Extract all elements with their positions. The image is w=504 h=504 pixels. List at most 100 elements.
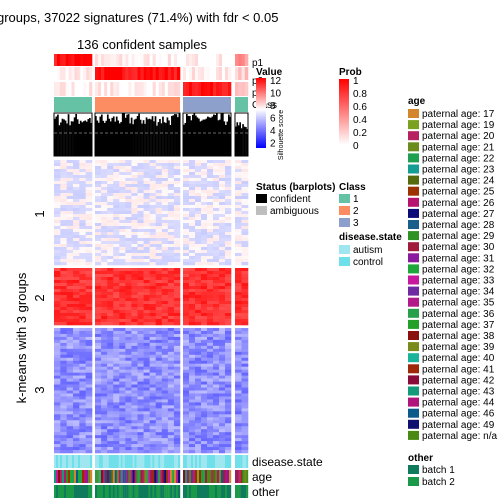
heatmap-cell xyxy=(79,405,86,408)
heatmap-cell xyxy=(201,328,207,331)
heatmap-cell xyxy=(86,286,93,289)
heatmap-cell xyxy=(150,184,156,187)
heatmap-cell xyxy=(162,232,168,235)
silhouette-bar xyxy=(218,120,220,156)
heatmap-cell xyxy=(156,382,162,385)
heatmap-cell xyxy=(213,238,219,241)
heatmap-cell xyxy=(189,163,195,166)
heatmap-body xyxy=(54,160,248,453)
silhouette-bar xyxy=(138,114,140,156)
other-cell xyxy=(68,485,70,498)
heatmap-cell xyxy=(119,241,125,244)
silhouette-bar xyxy=(239,122,241,156)
heatmap-cell xyxy=(54,271,61,274)
heatmap-cell xyxy=(138,450,144,453)
age-cell xyxy=(191,470,193,483)
prob-track-cell xyxy=(219,67,222,80)
silhouette-bar xyxy=(201,121,203,156)
heatmap-cell xyxy=(156,358,162,361)
heatmap-cell xyxy=(144,310,150,313)
heatmap-cell xyxy=(131,414,137,417)
heatmap-cell xyxy=(201,286,207,289)
heatmap-cell xyxy=(101,367,107,370)
heatmap-cell xyxy=(235,205,242,208)
heatmap-cell xyxy=(213,214,219,217)
heatmap-cell xyxy=(144,268,150,271)
heatmap-cell xyxy=(125,391,131,394)
heatmap-cell xyxy=(101,391,107,394)
heatmap-cell xyxy=(101,337,107,340)
prob-track-cell xyxy=(238,67,242,80)
prob-track-cell xyxy=(119,54,122,66)
heatmap-cell xyxy=(189,426,195,429)
heatmap-cell xyxy=(86,208,93,211)
heatmap-cell xyxy=(119,244,125,247)
heatmap-cell xyxy=(138,358,144,361)
heatmap-cell xyxy=(67,289,74,292)
age-legend-item-swatch xyxy=(408,176,419,185)
heatmap-cell xyxy=(95,408,101,411)
heatmap-cell xyxy=(113,408,119,411)
heatmap-cell xyxy=(54,262,61,265)
heatmap-cell xyxy=(86,340,93,343)
heatmap-cell xyxy=(101,399,107,402)
heatmap-cell xyxy=(125,367,131,370)
status-legend-item-swatch xyxy=(256,194,267,203)
heatmap-cell xyxy=(101,277,107,280)
heatmap-cell xyxy=(174,405,180,408)
heatmap-cell xyxy=(201,307,207,310)
heatmap-cell xyxy=(131,199,137,202)
prob-track-cell xyxy=(98,54,101,66)
heatmap-cell xyxy=(225,211,231,214)
heatmap-cell xyxy=(174,382,180,385)
heatmap-cell xyxy=(207,238,213,241)
silhouette-bar xyxy=(116,117,118,156)
age-legend-item-swatch xyxy=(408,120,419,129)
heatmap-cell xyxy=(189,292,195,295)
heatmap-cell xyxy=(101,217,107,220)
other-legend-title: other xyxy=(408,453,433,464)
prob-track-cell xyxy=(113,82,116,96)
prob-track-cell xyxy=(159,67,162,80)
heatmap-cell xyxy=(235,319,242,322)
silhouette-bar xyxy=(68,114,70,156)
row-group-label: 2 xyxy=(32,294,47,301)
silhouette-bar xyxy=(212,117,214,156)
heatmap-cell xyxy=(150,178,156,181)
heatmap-cell xyxy=(67,379,74,382)
heatmap-cell xyxy=(113,214,119,217)
heatmap-cell xyxy=(54,364,61,367)
heatmap-cell xyxy=(144,385,150,388)
heatmap-cell xyxy=(195,190,201,193)
heatmap-cell xyxy=(201,340,207,343)
heatmap-cell xyxy=(189,298,195,301)
heatmap-cell xyxy=(119,349,125,352)
heatmap-cell xyxy=(225,226,231,229)
heatmap-cell xyxy=(107,187,113,190)
heatmap-cell xyxy=(107,358,113,361)
heatmap-cell xyxy=(219,196,225,199)
heatmap-cell xyxy=(189,217,195,220)
heatmap-cell xyxy=(113,352,119,355)
heatmap-cell xyxy=(125,304,131,307)
heatmap-cell xyxy=(174,163,180,166)
heatmap-cell xyxy=(144,349,150,352)
heatmap-cell xyxy=(60,256,67,259)
heatmap-cell xyxy=(101,307,107,310)
prob-track-cell xyxy=(168,82,171,96)
prob-track-cell xyxy=(80,82,83,96)
disease-state-cell xyxy=(107,455,109,468)
heatmap-cell xyxy=(86,328,93,331)
heatmap-cell xyxy=(125,420,131,423)
heatmap-cell xyxy=(235,334,242,337)
heatmap-cell xyxy=(107,286,113,289)
heatmap-cell xyxy=(144,280,150,283)
silhouette-bar xyxy=(156,126,158,156)
prob-track-cell xyxy=(165,54,168,66)
prob-track-cell xyxy=(131,82,134,96)
heatmap-cell xyxy=(101,316,107,319)
heatmap-cell xyxy=(189,283,195,286)
heatmap-cell xyxy=(201,304,207,307)
heatmap-cell xyxy=(162,370,168,373)
heatmap-cell xyxy=(225,289,231,292)
